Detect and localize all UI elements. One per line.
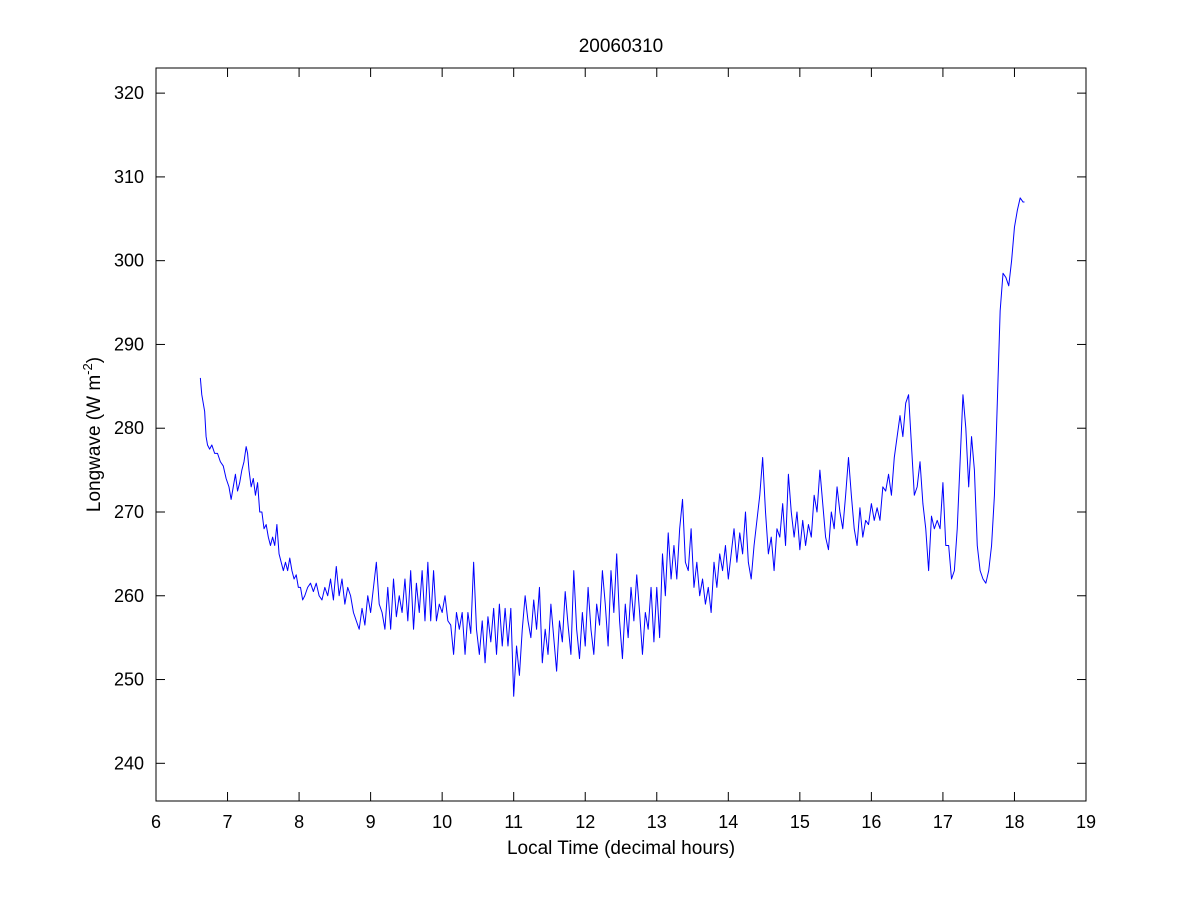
series-layer — [199, 197, 1025, 697]
y-tick-label: 280 — [114, 418, 144, 438]
y-tick-label: 250 — [114, 670, 144, 690]
x-tick-label: 7 — [223, 812, 233, 832]
series-line-longwave — [199, 197, 1025, 697]
x-tick-label: 13 — [647, 812, 667, 832]
x-tick-label: 11 — [504, 812, 523, 832]
y-tick-label: 310 — [114, 167, 144, 187]
y-axis-ticks: 240 250 260 270 280 290 300 310 320 — [114, 83, 1086, 773]
x-tick-label: 16 — [861, 812, 881, 832]
y-tick-label: 320 — [114, 83, 144, 103]
chart-title: 20060310 — [579, 36, 664, 57]
x-tick-label: 18 — [1004, 812, 1024, 832]
x-tick-label: 15 — [790, 812, 810, 832]
y-tick-label: 240 — [114, 753, 144, 773]
x-axis-ticks: 6 7 8 9 10 11 12 13 14 15 16 17 18 19 — [151, 68, 1096, 832]
y-tick-label: 290 — [114, 334, 144, 354]
y-axis-label: Longwave (W m-2) — [80, 357, 105, 512]
x-tick-label: 8 — [294, 812, 304, 832]
y-tick-label: 260 — [114, 586, 144, 606]
y-tick-label: 270 — [114, 502, 144, 522]
plot-area — [156, 68, 1086, 801]
y-axis-label-text: Longwave (W m — [84, 375, 105, 512]
axes-box — [155, 67, 1087, 802]
x-tick-label: 6 — [151, 812, 161, 832]
x-tick-label: 17 — [933, 812, 953, 832]
y-axis-label-superscript: -2 — [80, 363, 95, 375]
x-tick-label: 10 — [432, 812, 452, 832]
x-tick-label: 14 — [718, 812, 738, 832]
x-tick-label: 12 — [575, 812, 595, 832]
y-tick-label: 300 — [114, 251, 144, 271]
x-tick-label: 9 — [366, 812, 376, 832]
x-axis-label: Local Time (decimal hours) — [507, 838, 735, 859]
y-axis-label-suffix: ) — [84, 357, 105, 363]
x-tick-label: 19 — [1076, 812, 1096, 832]
